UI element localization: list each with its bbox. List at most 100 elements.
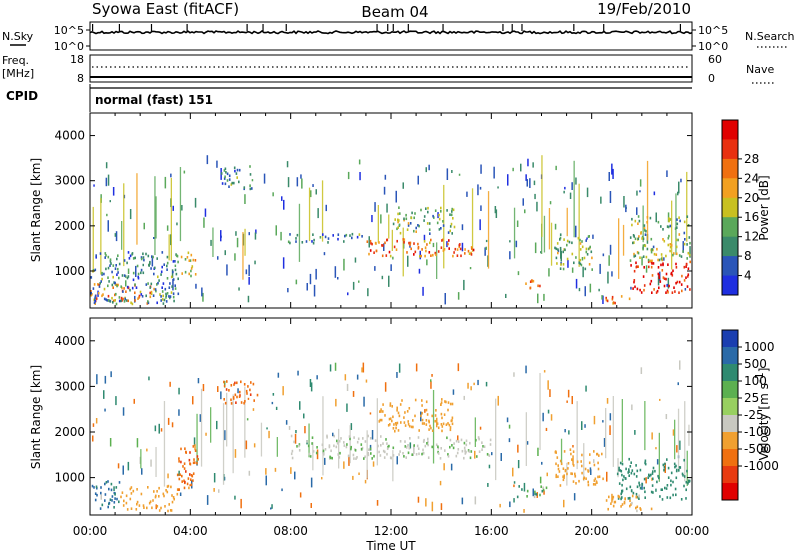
range-cell — [609, 244, 612, 255]
range-cell — [649, 259, 652, 263]
range-cell — [105, 481, 108, 484]
range-cell — [676, 445, 678, 453]
range-cell — [155, 504, 157, 510]
range-cell — [566, 239, 569, 243]
range-cell — [112, 301, 114, 304]
range-cell — [108, 280, 110, 283]
range-cell — [413, 446, 415, 450]
range-cell — [433, 216, 435, 219]
range-cell — [363, 457, 365, 460]
range-cell — [129, 288, 131, 292]
range-cell — [517, 271, 520, 276]
range-cell — [110, 371, 112, 378]
range-cell — [666, 225, 669, 228]
range-cell — [112, 264, 115, 267]
power-colorbar-label: Power [dB] — [757, 175, 771, 240]
x-tick-label: 00:00 — [675, 524, 710, 538]
range-cell — [621, 483, 623, 487]
range-cell — [656, 480, 658, 484]
range-cell — [136, 438, 139, 448]
range-cell — [325, 204, 327, 212]
range-cell — [355, 457, 357, 460]
range-cell — [405, 213, 407, 217]
range-cell — [172, 270, 174, 274]
range-cell — [299, 401, 301, 410]
range-cell — [525, 282, 527, 285]
range-cell — [445, 400, 447, 404]
range-cell — [484, 247, 486, 256]
range-cell — [331, 456, 333, 460]
range-cell — [620, 295, 623, 298]
range-cell — [428, 228, 431, 231]
range-cell — [101, 503, 104, 507]
x-tick-label: 04:00 — [173, 524, 208, 538]
range-cell — [478, 437, 480, 441]
range-cell — [655, 253, 658, 256]
range-cell — [529, 286, 531, 290]
range-cell — [146, 506, 148, 510]
range-cell — [164, 176, 167, 189]
range-cell — [675, 469, 678, 473]
range-cell — [438, 213, 440, 217]
range-cell — [668, 219, 670, 223]
y-tick-label: 4000 — [54, 129, 85, 143]
range-cell — [358, 233, 361, 236]
range-cell — [442, 220, 444, 223]
range-cell — [611, 297, 614, 301]
range-cell — [179, 492, 182, 496]
range-cell — [414, 398, 417, 402]
range-cell — [389, 402, 392, 405]
range-cell — [457, 292, 460, 300]
range-cell — [111, 296, 113, 300]
range-cell — [537, 293, 539, 304]
velocity-x-ticks — [89, 318, 693, 515]
range-cell — [508, 424, 511, 429]
range-cell — [619, 461, 622, 465]
range-cell — [644, 229, 646, 232]
range-cell — [630, 489, 633, 492]
range-cell — [126, 508, 129, 511]
range-streak — [658, 432, 660, 482]
range-cell — [162, 492, 165, 496]
range-cell — [360, 447, 363, 451]
range-cell — [533, 495, 536, 499]
range-cell — [190, 274, 192, 278]
range-cell — [107, 505, 109, 509]
range-cell — [555, 247, 558, 251]
range-cell — [427, 210, 429, 214]
range-cell — [354, 257, 357, 263]
range-cell — [461, 224, 464, 231]
range-cell — [586, 187, 589, 198]
range-cell — [623, 500, 626, 504]
nsky-spikes — [92, 24, 682, 31]
range-cell — [181, 272, 183, 275]
range-cell — [152, 294, 155, 297]
range-cell — [427, 437, 429, 441]
range-cell — [427, 206, 429, 210]
range-cell — [372, 461, 375, 467]
range-cell — [493, 166, 495, 179]
range-cell — [633, 279, 636, 282]
range-cell — [652, 477, 654, 481]
range-cell — [644, 496, 646, 499]
range-cell — [394, 429, 396, 433]
range-cell — [634, 430, 636, 435]
range-cell — [423, 215, 426, 218]
range-cell — [224, 430, 226, 441]
range-cell — [380, 444, 382, 447]
range-cell — [591, 256, 593, 260]
range-cell — [236, 237, 239, 248]
range-cell — [447, 453, 449, 456]
range-cell — [310, 503, 312, 508]
range-cell — [656, 459, 659, 465]
range-cell — [421, 399, 423, 402]
range-cell — [108, 299, 111, 303]
range-cell — [178, 457, 180, 460]
range-cell — [114, 283, 117, 286]
range-cell — [409, 243, 411, 246]
range-cell — [643, 477, 646, 481]
range-cell — [563, 190, 565, 194]
range-cell — [440, 246, 443, 249]
range-cell — [167, 484, 170, 488]
range-cell — [105, 267, 107, 271]
